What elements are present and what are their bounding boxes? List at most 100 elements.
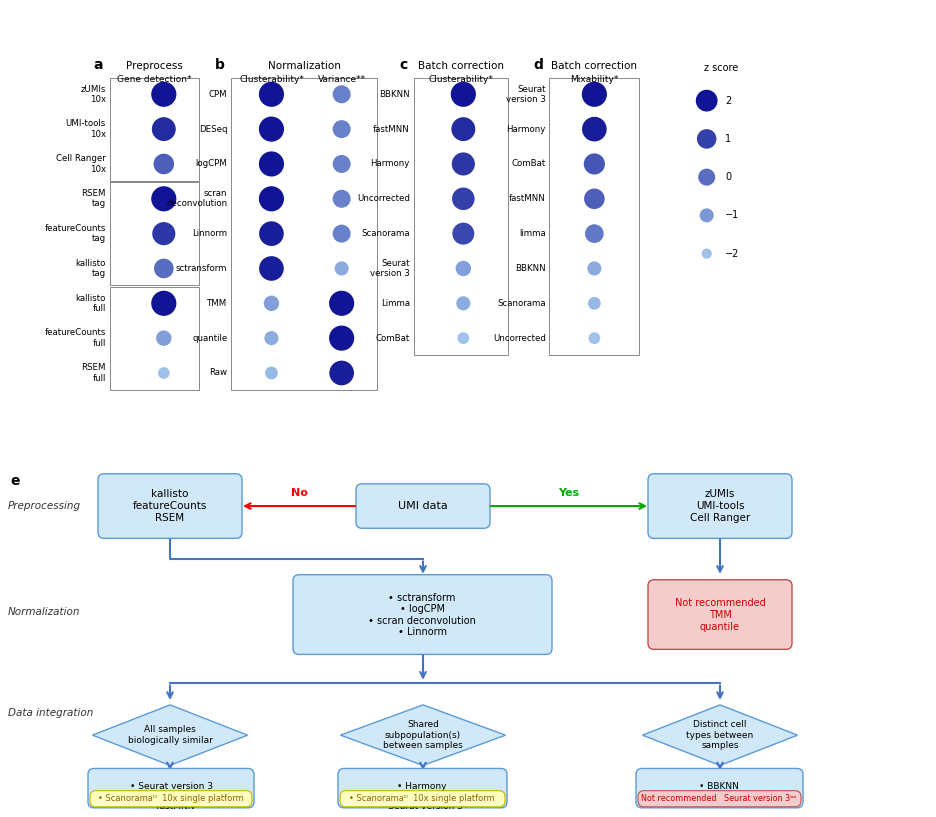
- Point: [334, 262, 349, 275]
- Point: [456, 297, 471, 310]
- Point: [156, 87, 171, 100]
- Point: [699, 94, 714, 107]
- Point: [334, 332, 349, 345]
- Text: Clusterability*: Clusterability*: [239, 74, 304, 83]
- Point: [334, 367, 349, 380]
- Text: DESeq: DESeq: [199, 125, 227, 134]
- Text: fastMNN: fastMNN: [509, 194, 546, 203]
- Point: [456, 227, 471, 240]
- Text: 0: 0: [725, 172, 732, 182]
- Text: Harmony: Harmony: [371, 159, 410, 168]
- Point: [456, 87, 471, 100]
- Text: CPM: CPM: [209, 90, 227, 99]
- Text: featureCounts
full: featureCounts full: [44, 328, 106, 348]
- Text: Data integration: Data integration: [8, 708, 94, 718]
- Text: • Harmony
• fastMNN
• Seurat version 3: • Harmony • fastMNN • Seurat version 3: [381, 782, 463, 811]
- Text: Normalization: Normalization: [8, 607, 80, 617]
- Text: Seurat
version 3: Seurat version 3: [370, 259, 410, 278]
- Text: ComBat: ComBat: [511, 159, 546, 168]
- Point: [456, 158, 471, 171]
- Text: c: c: [399, 58, 407, 72]
- Text: Preprocess: Preprocess: [126, 61, 183, 71]
- Point: [334, 87, 349, 100]
- Text: BBKNN: BBKNN: [379, 90, 410, 99]
- Text: Normalization: Normalization: [268, 61, 341, 71]
- Text: zUMIs
UMI-tools
Cell Ranger: zUMIs UMI-tools Cell Ranger: [690, 489, 750, 523]
- Text: UMI-tools
10x: UMI-tools 10x: [66, 119, 106, 139]
- Text: UMI data: UMI data: [398, 501, 447, 511]
- Text: 1: 1: [725, 134, 732, 144]
- FancyBboxPatch shape: [88, 769, 254, 808]
- Text: d: d: [533, 58, 543, 72]
- Text: • Scanoramaᴰ  10x single platform: • Scanoramaᴰ 10x single platform: [98, 794, 244, 803]
- Text: Cell Ranger
10x: Cell Ranger 10x: [56, 154, 106, 174]
- Text: Uncorrected: Uncorrected: [493, 333, 546, 342]
- Text: Harmony: Harmony: [506, 125, 546, 134]
- Text: fastMNN: fastMNN: [373, 125, 410, 134]
- Text: quantile: quantile: [192, 333, 227, 342]
- Text: limma: limma: [519, 229, 546, 238]
- Text: logCPM: logCPM: [196, 159, 227, 168]
- Text: RSEM
tag: RSEM tag: [81, 189, 106, 208]
- Text: 2: 2: [725, 96, 732, 105]
- Point: [699, 132, 714, 145]
- Text: • Scanoramaᴰ  10x single platform: • Scanoramaᴰ 10x single platform: [349, 794, 495, 803]
- Point: [264, 297, 279, 310]
- Text: Scanorama: Scanorama: [497, 299, 546, 308]
- Bar: [549, 78, 639, 355]
- FancyBboxPatch shape: [90, 791, 252, 807]
- Point: [456, 262, 471, 275]
- Point: [587, 227, 602, 240]
- Text: Batch correction: Batch correction: [551, 61, 637, 71]
- Point: [587, 123, 602, 136]
- Text: b: b: [214, 58, 225, 72]
- Text: TMM: TMM: [207, 299, 227, 308]
- Text: All samples
biologically similar: All samples biologically similar: [127, 725, 212, 745]
- Point: [264, 87, 279, 100]
- Point: [264, 227, 279, 240]
- Text: −2: −2: [725, 248, 739, 259]
- Point: [156, 297, 171, 310]
- Point: [156, 367, 171, 380]
- Bar: [414, 78, 508, 355]
- Text: kallisto
full: kallisto full: [76, 293, 106, 313]
- FancyBboxPatch shape: [648, 580, 792, 650]
- Text: Clusterability*: Clusterability*: [429, 74, 493, 83]
- Bar: [110, 78, 199, 181]
- Point: [699, 171, 714, 184]
- FancyBboxPatch shape: [98, 474, 242, 538]
- Text: kallisto
featureCounts
RSEM: kallisto featureCounts RSEM: [133, 489, 207, 523]
- Point: [156, 227, 171, 240]
- Bar: [110, 287, 199, 390]
- Text: Yes: Yes: [559, 488, 579, 498]
- Point: [334, 158, 349, 171]
- Text: Raw: Raw: [210, 368, 227, 377]
- Text: RSEM
full: RSEM full: [81, 364, 106, 382]
- FancyBboxPatch shape: [338, 769, 507, 808]
- Point: [456, 123, 471, 136]
- Text: e: e: [10, 474, 20, 488]
- Text: Preprocessing: Preprocessing: [8, 501, 81, 511]
- FancyBboxPatch shape: [648, 474, 792, 538]
- Polygon shape: [341, 705, 505, 766]
- Point: [587, 192, 602, 205]
- Text: Shared
subpopulation(s)
between samples: Shared subpopulation(s) between samples: [383, 721, 463, 750]
- Text: sctransform: sctransform: [176, 264, 227, 273]
- Text: −1: −1: [725, 210, 739, 221]
- Point: [587, 297, 602, 310]
- Text: Not recommended
TMM
quantile: Not recommended TMM quantile: [675, 599, 766, 632]
- Point: [334, 192, 349, 205]
- Point: [334, 297, 349, 310]
- Point: [156, 332, 171, 345]
- Text: Linnorm: Linnorm: [192, 229, 227, 238]
- Point: [334, 123, 349, 136]
- Point: [156, 158, 171, 171]
- Point: [456, 332, 471, 345]
- Point: [264, 367, 279, 380]
- FancyBboxPatch shape: [293, 574, 552, 654]
- Polygon shape: [642, 705, 797, 766]
- Bar: [110, 182, 199, 285]
- FancyBboxPatch shape: [356, 484, 490, 529]
- Text: • Seurat version 3
• Harmony
• fastMNN: • Seurat version 3 • Harmony • fastMNN: [129, 782, 212, 811]
- Point: [587, 158, 602, 171]
